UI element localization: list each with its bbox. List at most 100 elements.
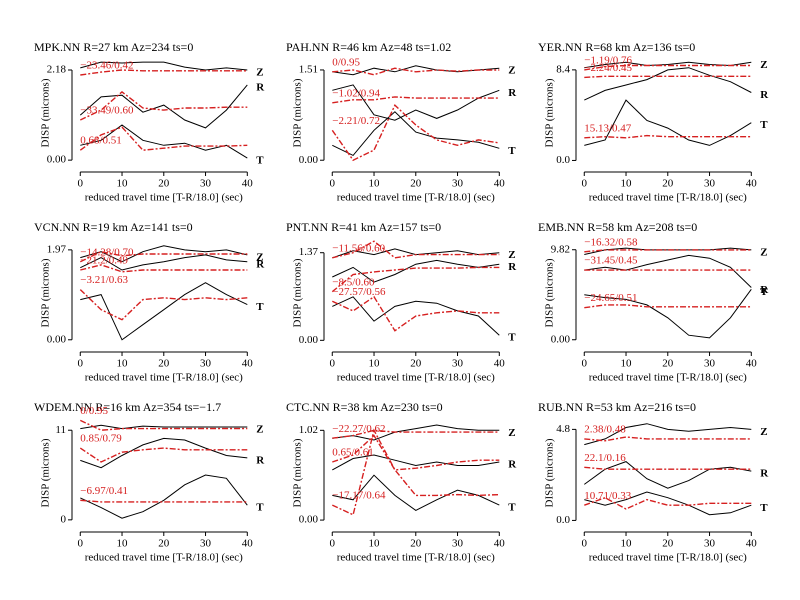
fit-label: −22.27/0.62 [332,423,385,435]
synthetic-trace [332,429,500,439]
y-tick-label: 1.37 [299,246,319,258]
fit-label: −21.2/0.49 [80,254,128,266]
component-label: R [508,261,517,273]
x-tick-label: 10 [117,358,129,370]
y-axis-label: DISP (microns) [292,438,304,507]
y-tick-label: 0.00 [299,514,319,526]
x-axis-label: reduced travel time [T-R/18.0] (sec) [337,372,495,384]
y-tick-label: 0.00 [299,334,319,346]
synthetic-trace [79,250,248,263]
fit-label: −6.97/0.41 [80,485,128,497]
x-tick-label: 10 [369,178,381,190]
observed-trace [80,437,248,469]
y-tick-label: 0.0 [556,514,570,526]
y-tick-label: 1.51 [299,63,318,75]
x-tick-label: 0 [330,178,336,190]
component-label: Z [508,65,515,77]
fit-label: −1.19/0.76 [584,54,632,66]
x-tick-label: 30 [452,358,464,370]
component-label: R [760,89,769,101]
observed-trace [332,259,500,283]
y-tick-label: 8.4 [556,63,570,75]
x-axis-label: reduced travel time [T-R/18.0] (sec) [85,552,243,564]
panel-title: WDEM.NN R=16 km Az=354 ts=−1.7 [34,400,221,414]
synthetic-trace [332,240,500,259]
synthetic-trace [332,67,500,76]
x-tick-label: 10 [621,178,633,190]
observed-trace [332,424,500,441]
component-label: Z [508,249,515,261]
component-label: T [256,155,264,167]
component-label: T [256,301,264,313]
x-tick-label: 30 [704,178,716,190]
component-label: R [256,454,265,466]
component-label: R [508,459,517,471]
x-tick-label: 10 [369,358,381,370]
component-label: Z [760,59,767,71]
observed-trace [332,111,500,157]
fit-label: −3.21/0.63 [80,274,128,286]
y-axis-label: DISP (microns) [40,258,52,327]
fit-label: 0.85/0.79 [80,433,122,445]
panel-title: YER.NN R=68 km Az=136 ts=0 [538,40,695,54]
component-label: Z [760,426,767,438]
fit-label: −14.28/0.70 [80,246,134,258]
x-tick-label: 0 [78,538,84,550]
synthetic-trace [584,75,752,79]
x-tick-label: 10 [117,538,129,550]
observed-trace [584,289,752,339]
fit-label: −27.57/0.56 [332,286,386,298]
x-tick-label: 20 [662,538,674,550]
synthetic-trace [79,126,248,151]
observed-trace [80,474,248,519]
synthetic-trace [332,434,500,471]
panel-title: EMB.NN R=58 km Az=208 ts=0 [538,220,697,234]
observed-trace [584,254,752,288]
x-tick-label: 40 [242,358,254,370]
x-axis-label: reduced travel time [T-R/18.0] (sec) [337,552,495,564]
synthetic-trace [584,466,752,470]
component-label: Z [256,251,263,263]
observed-trace [79,84,248,129]
panel-title: RUB.NN R=53 km Az=216 ts=0 [538,400,696,414]
fit-label: −31.45/0.45 [584,255,638,267]
panel-title: MPK.NN R=27 km Az=234 ts=0 [34,40,193,54]
x-tick-label: 20 [410,358,422,370]
panel-title: PNT.NN R=41 km Az=157 ts=0 [286,220,441,234]
component-label: T [760,502,768,514]
y-tick-label: 0.00 [299,154,319,166]
fit-label: −1.02/0.94 [332,87,380,99]
fit-label: −8.5/0.60 [332,276,375,288]
panel-title: PAH.NN R=46 km Az=48 ts=1.02 [286,40,451,54]
y-axis-label: DISP (microns) [40,78,52,147]
observed-trace [584,491,752,516]
synthetic-trace [331,266,500,293]
synthetic-trace [80,264,248,273]
fit-label: −23.46/0.42 [80,59,133,71]
x-axis-label: reduced travel time [T-R/18.0] (sec) [337,192,495,204]
component-label: R [508,87,517,99]
component-label: R [256,81,265,93]
observed-trace [584,99,752,146]
fit-label: 0.68/0.51 [80,135,122,147]
observed-trace [80,254,248,271]
x-tick-label: 0 [582,178,588,190]
y-tick-label: 0.00 [47,154,67,166]
fit-label: 10.71/0.33 [584,490,632,502]
component-label: T [508,502,516,514]
component-label: Z [256,423,263,435]
fit-label: −33.49/0.60 [80,105,134,117]
x-tick-label: 0 [78,358,84,370]
fit-label: −16.32/0.58 [584,236,638,248]
x-axis-label: reduced travel time [T-R/18.0] (sec) [589,192,747,204]
y-tick-label: 9.82 [551,243,570,255]
x-axis-label: reduced travel time [T-R/18.0] (sec) [589,552,747,564]
component-label: Z [508,427,515,439]
component-label: R [256,258,265,270]
fit-label: 0.65/0.61 [332,447,374,459]
x-axis-label: reduced travel time [T-R/18.0] (sec) [85,192,243,204]
x-tick-label: 40 [494,358,506,370]
x-tick-label: 40 [494,178,506,190]
component-label: R [760,468,769,480]
fit-label: −2.24/0.45 [584,62,632,74]
